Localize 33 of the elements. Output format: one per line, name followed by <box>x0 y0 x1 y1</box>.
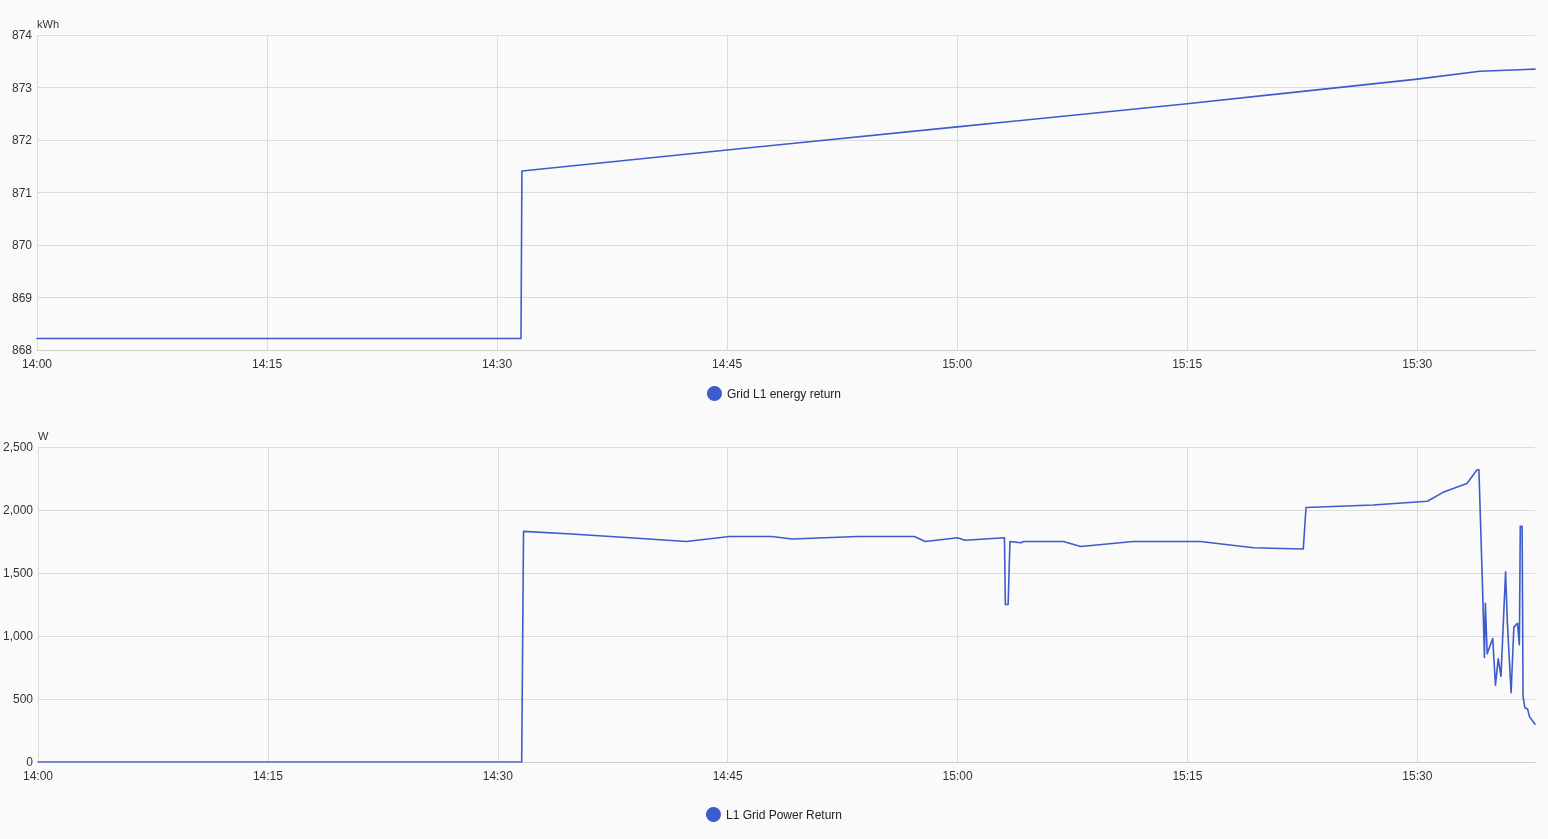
y-tick-label: 874 <box>11 28 33 42</box>
x-tick-label: 14:45 <box>712 769 744 783</box>
line-series <box>37 468 1536 763</box>
y-tick-label: 0 <box>26 755 34 769</box>
x-tick-label: 15:00 <box>942 769 973 783</box>
y-tick-label: 868 <box>11 343 33 357</box>
x-tick-label: 14:00 <box>23 769 54 783</box>
x-tick-label: 14:00 <box>21 357 53 371</box>
x-tick-label: 14:30 <box>482 769 514 783</box>
y-tick-label: 2,500 <box>3 440 34 454</box>
y-axis-title: kWh <box>37 17 59 30</box>
y-tick-label: 500 <box>13 692 34 706</box>
line-series <box>36 68 1536 340</box>
x-tick-label: 15:00 <box>942 357 973 371</box>
y-tick-label: 871 <box>11 185 33 200</box>
x-tick-label: 15:15 <box>1172 357 1203 371</box>
y-tick-label: 870 <box>11 238 33 252</box>
x-tick-label: 15:30 <box>1402 357 1433 371</box>
legend-label: Grid L1 energy return <box>726 386 842 401</box>
x-tick-label: 14:15 <box>252 769 284 783</box>
y-tick-label: 873 <box>11 80 33 95</box>
y-axis-title: W <box>38 429 50 442</box>
y-tick-label: 2,000 <box>3 503 34 517</box>
x-tick-label: 14:15 <box>252 357 283 371</box>
x-tick-label: 15:30 <box>1402 769 1433 783</box>
y-tick-label: 1,500 <box>3 566 34 580</box>
x-tick-label: 15:15 <box>1172 769 1203 783</box>
y-tick-label: 869 <box>11 290 33 305</box>
y-tick-label: 872 <box>11 133 33 147</box>
legend-label: L1 Grid Power Return <box>725 807 843 822</box>
x-tick-label: 14:45 <box>712 357 743 371</box>
x-tick-label: 14:30 <box>482 357 513 371</box>
y-tick-label: 1,000 <box>3 629 34 643</box>
